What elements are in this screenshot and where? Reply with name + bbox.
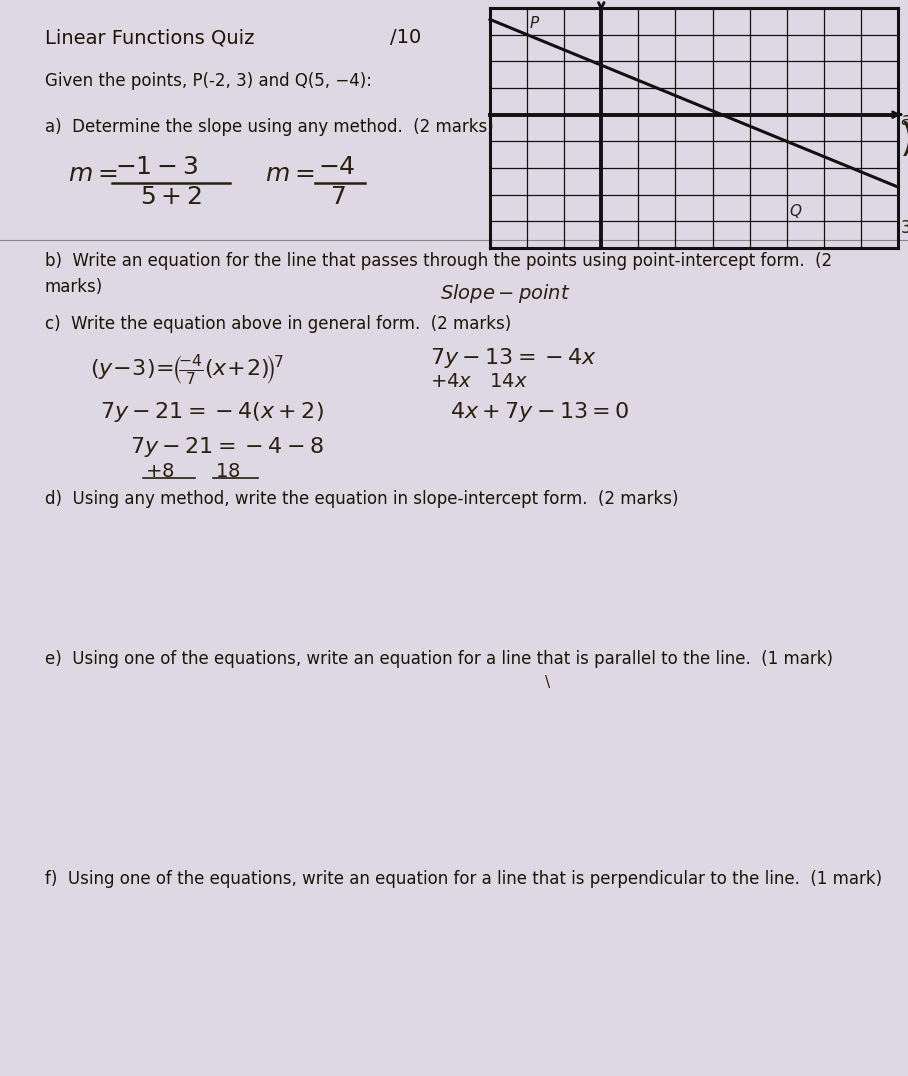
Text: $\it{7}$: $\it{7}$ [330, 185, 346, 209]
Text: $4x+7y-13=0$: $4x+7y-13=0$ [450, 400, 629, 424]
Text: P: P [530, 16, 539, 31]
Text: $18$: $18$ [215, 462, 241, 481]
Text: $7y-21=-4-8$: $7y-21=-4-8$ [130, 435, 323, 459]
Text: Q: Q [790, 204, 802, 220]
Text: $\it{5+2}$: $\it{5+2}$ [140, 185, 202, 209]
Text: Given the points, P(-2, 3) and Q(5, −4):: Given the points, P(-2, 3) and Q(5, −4): [45, 72, 372, 90]
Text: $7y-21=-4(x+2)$: $7y-21=-4(x+2)$ [100, 400, 324, 424]
Text: marks): marks) [45, 278, 104, 296]
Text: $+4x\quad 14x$: $+4x\quad 14x$ [430, 372, 528, 391]
Text: $\it{Slope-point}$: $\it{Slope-point}$ [440, 282, 570, 305]
Text: d)  Using any method, write the equation in slope-intercept form.  (2 marks): d) Using any method, write the equation … [45, 490, 678, 508]
Text: e)  Using one of the equations, write an equation for a line that is parallel to: e) Using one of the equations, write an … [45, 650, 833, 668]
Text: Linear Functions Quiz: Linear Functions Quiz [45, 28, 254, 47]
Text: $\it{-1-3}$: $\it{-1-3}$ [115, 155, 199, 179]
Text: $+8$: $+8$ [145, 462, 174, 481]
Text: $\it{3}$: $\it{3}$ [900, 220, 908, 237]
Text: $\it{m=}$: $\it{m=}$ [68, 162, 117, 186]
Text: $\it{a}$: $\it{a}$ [900, 111, 908, 129]
Text: $\it{m=}$: $\it{m=}$ [265, 162, 314, 186]
Text: /10: /10 [390, 28, 421, 47]
Text: $7y-13=-4x$: $7y-13=-4x$ [430, 346, 597, 370]
Text: c)  Write the equation above in general form.  (2 marks): c) Write the equation above in general f… [45, 315, 511, 332]
Text: \: \ [545, 675, 550, 690]
Text: a)  Determine the slope using any method.  (2 marks): a) Determine the slope using any method.… [45, 118, 494, 136]
Text: f)  Using one of the equations, write an equation for a line that is perpendicul: f) Using one of the equations, write an … [45, 870, 883, 888]
Text: b)  Write an equation for the line that passes through the points using point-in: b) Write an equation for the line that p… [45, 252, 832, 270]
Text: ): ) [900, 121, 908, 159]
Text: $\it{-4}$: $\it{-4}$ [318, 155, 356, 179]
Text: $(y\!-\!3)\!=\!\!\left(\!\frac{-4}{7}(x\!+\!2)\!\right)^{\!7}$: $(y\!-\!3)\!=\!\!\left(\!\frac{-4}{7}(x\… [90, 352, 284, 387]
